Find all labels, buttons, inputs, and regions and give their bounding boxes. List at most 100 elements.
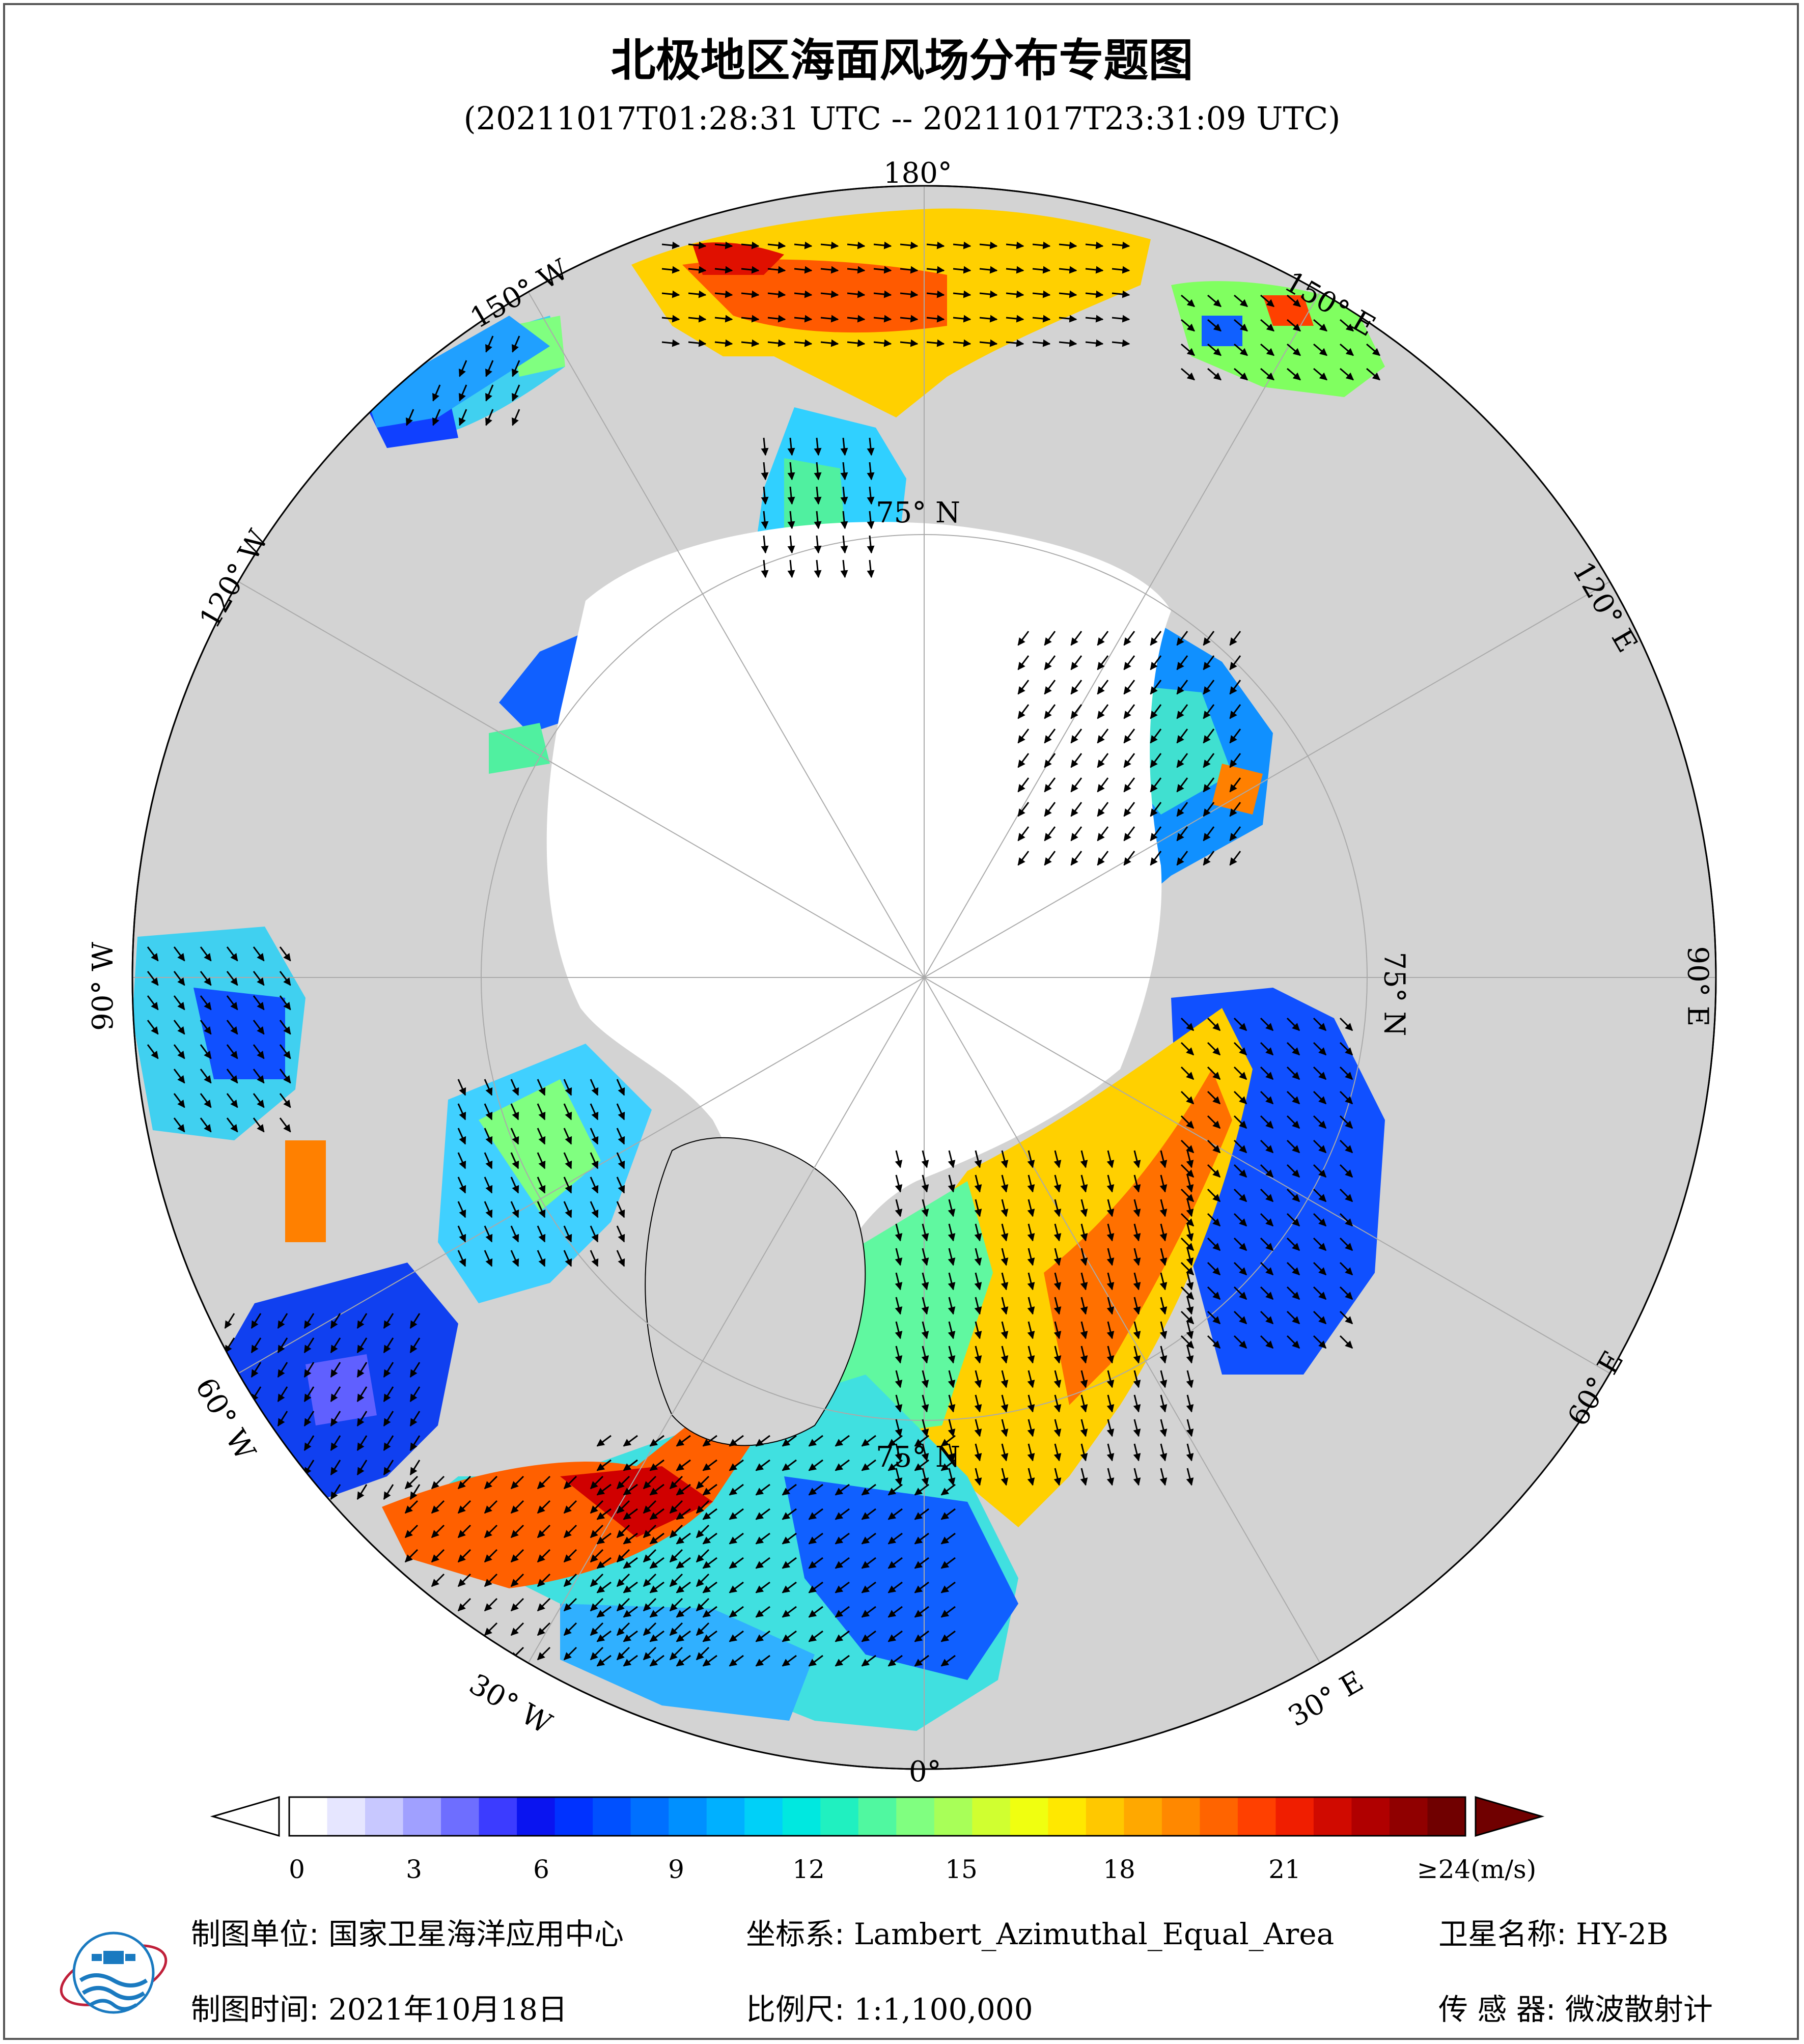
wind-arrow [948,1443,956,1462]
wind-arrow [303,1337,315,1354]
wind-arrow [484,1177,493,1194]
wind-arrow [1044,655,1056,670]
wind-arrow [755,1532,770,1545]
wind-arrow [895,1199,903,1217]
wind-arrow [1085,290,1104,298]
wind-arrow [1085,266,1104,274]
wind-arrow [921,1443,929,1462]
wind-arrow [948,1346,956,1364]
wind-arrow [1017,655,1030,670]
wind-arrow [1027,1248,1035,1266]
wind-arrow [383,1313,394,1329]
wind-arrow [921,1468,929,1486]
wind-arrow [1133,1150,1141,1168]
wind-arrow [1203,631,1215,646]
wind-arrow [431,1524,445,1538]
wind-arrow [1027,1468,1035,1486]
wind-arrow [782,1459,797,1471]
wind-arrow [1159,1174,1168,1193]
wind-arrow [940,1508,956,1520]
wind-arrow [457,1549,471,1563]
wind-arrow [1176,704,1188,719]
wind-arrow [1287,368,1301,381]
wind-arrow [1207,1090,1221,1105]
wind-arrow [596,1606,612,1618]
wind-arrow [1150,631,1162,646]
wind-arrow [1229,826,1241,842]
wind-arrow [1027,1394,1035,1413]
wind-arrow [1181,294,1195,307]
wind-arrow [1186,1248,1194,1266]
colorbar-cell [1010,1797,1049,1836]
wind-arrow [1133,1248,1141,1266]
wind-arrow [1286,1017,1300,1031]
wind-arrow [1339,1139,1353,1154]
wind-arrow [814,559,822,578]
wind-arrow [767,266,786,274]
wind-arrow [1260,1237,1274,1251]
wind-arrow [303,1411,315,1427]
wind-arrow [948,1321,956,1339]
wind-arrow [510,1079,519,1096]
wind-arrow [1106,1370,1115,1388]
wind-arrow [926,266,945,274]
wind-arrow [1150,680,1162,695]
wind-arrow [147,995,159,1011]
wind-arrow [484,1573,498,1587]
wind-arrow [279,1044,291,1059]
wind-arrow [840,535,848,554]
wind-arrow [1106,1468,1115,1486]
wind-arrow [688,266,707,274]
wind-arrow [1053,1468,1062,1486]
wind-arrow [1260,294,1274,307]
wind-arrow [484,1250,493,1267]
wind-arrow [782,1508,797,1520]
wind-arrow [1339,1213,1353,1227]
wind-arrow [1233,1262,1247,1276]
wind-arrow [1180,1164,1195,1178]
wind-arrow [814,462,822,481]
wind-arrow [1032,315,1051,323]
wind-arrow [279,971,291,986]
wind-arrow [1053,1370,1062,1388]
wind-arrow [1260,1066,1274,1080]
wind-arrow [787,462,795,481]
wind-arrow [596,1508,612,1520]
wind-arrow [1260,1262,1274,1276]
colorbar-tick: 21 [1268,1855,1301,1884]
wind-arrow [1176,777,1188,793]
wind-arrow [895,1443,903,1462]
map-frame [3,3,1799,2040]
wind-arrow [404,1524,419,1538]
wind-arrow [1229,704,1241,719]
meridian-line [238,977,925,1374]
wind-arrow [835,1606,850,1618]
wind-arrow [1234,343,1248,356]
wind-arrow [277,1411,288,1427]
wind-arrow [755,1483,770,1496]
wind-arrow [979,266,998,274]
wind-arrow [1017,851,1030,866]
wind-arrow [900,290,919,298]
wind-arrow [457,1152,466,1169]
wind-arrow [755,1655,770,1667]
wind-arrow [1017,802,1030,817]
wind-arrow [714,315,733,323]
wind-arrow [974,1150,982,1168]
wind-arrow [953,339,972,347]
nsoas-logo [60,1931,168,2014]
wind-arrow [537,1201,546,1218]
wind-arrow [1159,1272,1168,1291]
wind-arrow [409,1313,421,1329]
wind-arrow [914,1483,929,1496]
wind-arrow [1070,851,1083,866]
wind-arrow [940,1630,956,1642]
wind-arrow [616,1573,630,1587]
wind-arrow [404,1475,419,1490]
wind-arrow [457,1177,466,1194]
wind-arrow [1260,1017,1274,1031]
wind-arrow [1180,1310,1195,1325]
wind-arrow [1339,1090,1353,1105]
wind-arrow [814,511,822,529]
wind-arrow [1313,1139,1327,1154]
